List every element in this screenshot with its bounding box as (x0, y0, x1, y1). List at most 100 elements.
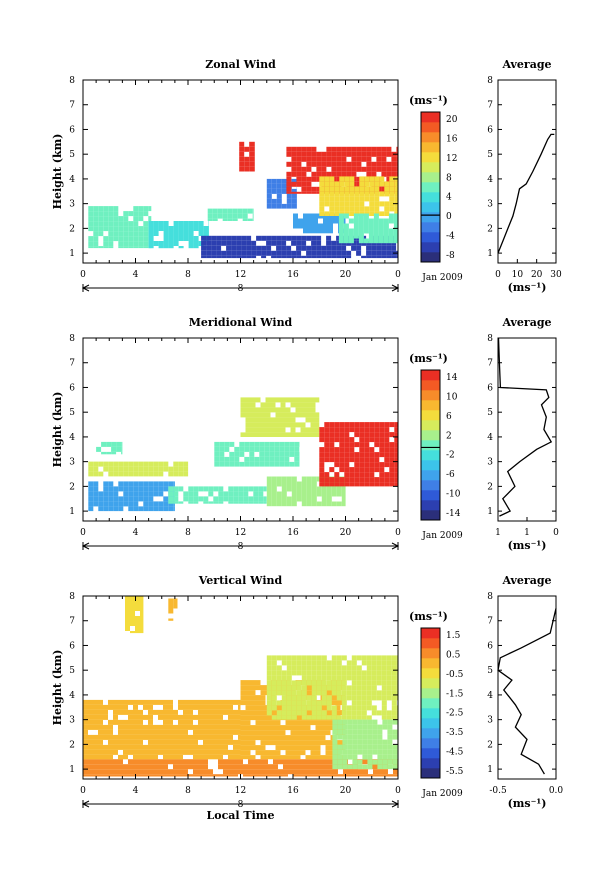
data-cell (243, 486, 249, 492)
data-cell (103, 481, 109, 487)
data-cell (260, 685, 266, 691)
data-cell (168, 486, 174, 492)
colorbar-swatch (421, 370, 440, 381)
data-cell (118, 471, 124, 477)
data-cell (88, 749, 93, 755)
data-cell (351, 675, 357, 681)
data-cell (281, 250, 287, 256)
data-cell (168, 236, 174, 241)
data-cell (386, 660, 392, 666)
data-cell (234, 446, 240, 452)
data-cell (255, 422, 261, 428)
data-cell (368, 223, 374, 229)
profile-y-tick-label: 3 (487, 716, 493, 726)
data-cell (381, 660, 387, 666)
data-cell (103, 709, 108, 715)
data-cell (347, 729, 353, 735)
data-cell (296, 171, 302, 177)
data-cell (359, 482, 365, 487)
data-cell (173, 506, 175, 512)
data-cell (291, 496, 297, 502)
data-cell (352, 749, 358, 755)
data-cell (366, 700, 372, 706)
data-cell (323, 223, 328, 229)
data-cell (326, 156, 332, 162)
data-cell (289, 461, 295, 467)
data-cell (98, 739, 103, 745)
data-cell (349, 447, 355, 453)
data-cell (362, 739, 368, 745)
data-cell (168, 754, 173, 760)
data-cell (336, 151, 342, 157)
data-cell (334, 201, 340, 207)
data-cell (260, 695, 266, 701)
data-cell (286, 660, 292, 666)
data-cell (396, 670, 398, 676)
data-cell (379, 447, 385, 453)
data-cell (301, 655, 307, 661)
data-cell (376, 250, 382, 256)
data-cell (93, 739, 98, 745)
data-cell (98, 506, 104, 512)
data-cell (359, 206, 365, 212)
data-cell (332, 739, 338, 745)
data-cell (393, 238, 398, 244)
data-cell (163, 236, 169, 241)
data-cell (207, 208, 213, 214)
data-cell (183, 699, 188, 705)
data-cell (219, 461, 225, 467)
data-cell (353, 769, 358, 775)
data-cell (239, 156, 245, 162)
data-cell (371, 660, 377, 666)
data-cell (218, 739, 223, 745)
data-cell (148, 719, 153, 725)
data-cell (364, 422, 370, 428)
data-cell (255, 680, 261, 686)
data-cell (223, 749, 228, 755)
data-cell (301, 181, 307, 187)
data-cell (125, 611, 130, 616)
data-cell (351, 660, 357, 666)
data-cell (366, 655, 372, 661)
data-cell (121, 446, 123, 452)
data-cell (291, 151, 297, 157)
data-cell (331, 715, 337, 720)
data-cell (239, 161, 245, 167)
data-cell (358, 223, 364, 229)
data-cell (111, 441, 117, 447)
data-cell (270, 427, 276, 433)
data-cell (216, 240, 222, 246)
data-cell (188, 744, 193, 750)
data-cell (389, 432, 395, 438)
data-cell (193, 764, 198, 770)
data-cell (291, 161, 297, 167)
colorbar-swatch (421, 212, 440, 223)
data-cell (291, 255, 297, 259)
data-cell (153, 729, 158, 735)
data-cell (236, 250, 242, 256)
data-cell (148, 739, 153, 745)
data-cell (389, 467, 395, 473)
colorbar-frame (420, 369, 441, 521)
data-cell (238, 724, 241, 730)
data-cell (301, 245, 307, 251)
data-cell (258, 759, 263, 765)
data-cell (113, 764, 118, 770)
data-cell (173, 466, 179, 472)
data-cell (396, 675, 398, 681)
data-cell (88, 774, 93, 777)
x-tick-label: 4 (133, 528, 139, 538)
data-cell (351, 695, 357, 701)
data-cell (336, 166, 342, 172)
data-cell (321, 171, 327, 177)
data-cell (250, 710, 256, 716)
data-cell (93, 724, 98, 730)
data-cell (371, 166, 377, 172)
data-cell (388, 228, 394, 234)
data-cell (342, 754, 348, 760)
data-cell (123, 704, 128, 710)
data-cell (291, 665, 297, 671)
data-cell (392, 764, 398, 770)
data-cell (223, 496, 229, 502)
data-cell (361, 710, 367, 716)
